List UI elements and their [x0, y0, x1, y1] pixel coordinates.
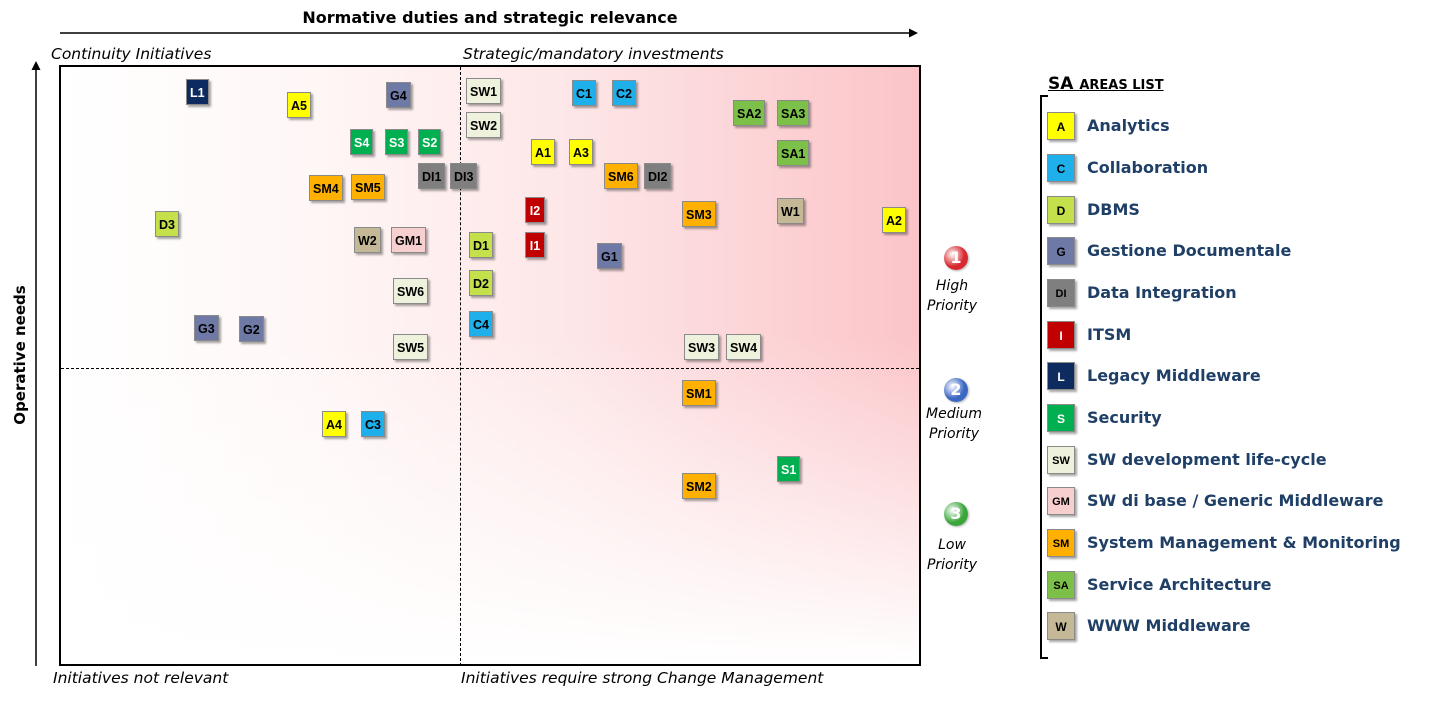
- legend-label-d: DBMS: [1087, 200, 1140, 219]
- priority-1-label-line2: Priority: [926, 298, 978, 314]
- initiative-badge-w1: W1: [777, 198, 804, 224]
- initiative-badge-sa1: SA1: [777, 140, 810, 166]
- priority-3-icon: 3: [944, 502, 968, 526]
- legend-chip-l: L: [1047, 362, 1075, 390]
- initiative-badge-sw1: SW1: [466, 78, 502, 104]
- priority-1-label-line1: High: [935, 278, 969, 294]
- legend-chip-sw: SW: [1047, 446, 1075, 474]
- legend-label-a: Analytics: [1087, 116, 1170, 135]
- legend-chip-di: DI: [1047, 279, 1075, 307]
- initiative-badge-sa2: SA2: [733, 100, 766, 126]
- initiative-badge-di3: DI3: [450, 163, 478, 189]
- initiative-badge-a3: A3: [569, 139, 593, 165]
- initiative-badge-gm1: GM1: [391, 227, 427, 253]
- legend-label-i: ITSM: [1087, 325, 1132, 344]
- initiative-badge-a5: A5: [287, 92, 311, 118]
- initiative-badge-l1: L1: [186, 79, 209, 105]
- legend-chip-w: W: [1047, 612, 1075, 640]
- legend-title-main: SA: [1048, 74, 1074, 94]
- initiative-badge-di2: DI2: [644, 163, 672, 189]
- initiative-badge-sa3: SA3: [777, 100, 810, 126]
- legend-chip-c: C: [1047, 154, 1075, 182]
- initiative-badge-sw6: SW6: [393, 278, 429, 304]
- initiative-badge-i2: I2: [525, 197, 545, 223]
- initiative-badge-sm5: SM5: [351, 174, 385, 200]
- priority-1-label: High Priority: [912, 276, 992, 316]
- legend-bracket: [1040, 95, 1048, 659]
- legend-title-sub: AREAS LIST: [1079, 78, 1164, 93]
- y-axis-title: Operative needs: [11, 285, 29, 425]
- initiative-badge-d1: D1: [469, 232, 493, 258]
- legend-label-sw: SW development life-cycle: [1087, 450, 1327, 469]
- legend-chip-g: G: [1047, 237, 1075, 265]
- x-axis-title: Normative duties and strategic relevance: [302, 8, 678, 27]
- initiative-badge-g1: G1: [597, 243, 622, 269]
- initiative-badge-c2: C2: [612, 80, 636, 106]
- x-axis-arrowhead: [909, 28, 918, 38]
- quadrant-divider-vertical: [460, 67, 461, 666]
- initiative-badge-d2: D2: [469, 270, 493, 296]
- priority-matrix: [59, 65, 921, 666]
- initiative-badge-g4: G4: [386, 82, 411, 108]
- initiative-badge-s1: S1: [777, 456, 801, 482]
- priority-1-icon: 1: [944, 246, 968, 270]
- initiative-badge-a1: A1: [531, 139, 555, 165]
- initiative-badge-sm3: SM3: [682, 201, 716, 227]
- initiative-badge-c1: C1: [572, 80, 596, 106]
- initiative-badge-sm4: SM4: [309, 175, 343, 201]
- legend-label-c: Collaboration: [1087, 158, 1209, 177]
- legend-chip-i: I: [1047, 321, 1075, 349]
- initiative-badge-sm2: SM2: [682, 473, 716, 499]
- priority-3-label-line1: Low: [938, 537, 966, 553]
- initiative-badge-sm1: SM1: [682, 380, 716, 406]
- initiative-badge-a2: A2: [882, 207, 906, 233]
- legend-title: SA AREAS LIST: [1048, 74, 1164, 94]
- legend-chip-sa: SA: [1047, 571, 1075, 599]
- legend-chip-d: D: [1047, 196, 1075, 224]
- corner-label-bottom-left: Initiatives not relevant: [53, 669, 229, 687]
- legend-label-di: Data Integration: [1087, 283, 1237, 302]
- initiative-badge-di1: DI1: [418, 163, 446, 189]
- initiative-badge-sw4: SW4: [726, 334, 762, 360]
- legend-label-sa: Service Architecture: [1087, 575, 1272, 594]
- quadrant-divider-horizontal: [61, 368, 919, 369]
- initiative-badge-a4: A4: [322, 411, 346, 437]
- legend-label-l: Legacy Middleware: [1087, 366, 1261, 385]
- legend-chip-sm: SM: [1047, 529, 1075, 557]
- initiative-badge-sw5: SW5: [393, 334, 429, 360]
- legend-label-sm: System Management & Monitoring: [1087, 533, 1401, 552]
- initiative-badge-sm6: SM6: [604, 163, 638, 189]
- priority-3-label-line2: Priority: [926, 557, 978, 573]
- priority-2-label-line2: Priority: [928, 426, 980, 442]
- legend-label-w: WWW Middleware: [1087, 616, 1251, 635]
- priority-2-label-line1: Medium: [926, 406, 982, 422]
- corner-label-top-right: Strategic/mandatory investments: [463, 45, 724, 63]
- initiative-badge-w2: W2: [354, 227, 381, 253]
- initiative-badge-sw3: SW3: [684, 334, 720, 360]
- legend-label-gm: SW di base / Generic Middleware: [1087, 491, 1384, 510]
- legend-chip-s: S: [1047, 404, 1075, 432]
- initiative-badge-i1: I1: [525, 232, 545, 258]
- legend-label-s: Security: [1087, 408, 1162, 427]
- initiative-badge-g3: G3: [194, 315, 219, 341]
- initiative-badge-sw2: SW2: [466, 112, 502, 138]
- initiative-badge-s3: S3: [385, 129, 409, 155]
- initiative-badge-g2: G2: [239, 316, 264, 342]
- priority-2-label: Medium Priority: [914, 404, 994, 444]
- initiative-badge-c3: C3: [361, 411, 385, 437]
- initiative-badge-c4: C4: [469, 311, 493, 337]
- legend-label-g: Gestione Documentale: [1087, 241, 1292, 260]
- corner-label-bottom-right: Initiatives require strong Change Manage…: [461, 669, 824, 687]
- y-axis-arrowhead: [31, 61, 41, 70]
- corner-label-top-left: Continuity Initiatives: [51, 45, 212, 63]
- initiative-badge-s2: S2: [418, 129, 442, 155]
- initiative-badge-d3: D3: [155, 211, 179, 237]
- initiative-badge-s4: S4: [350, 129, 374, 155]
- legend-chip-gm: GM: [1047, 487, 1075, 515]
- priority-2-icon: 2: [944, 378, 968, 402]
- priority-3-label: Low Priority: [912, 535, 992, 575]
- legend-chip-a: A: [1047, 112, 1075, 140]
